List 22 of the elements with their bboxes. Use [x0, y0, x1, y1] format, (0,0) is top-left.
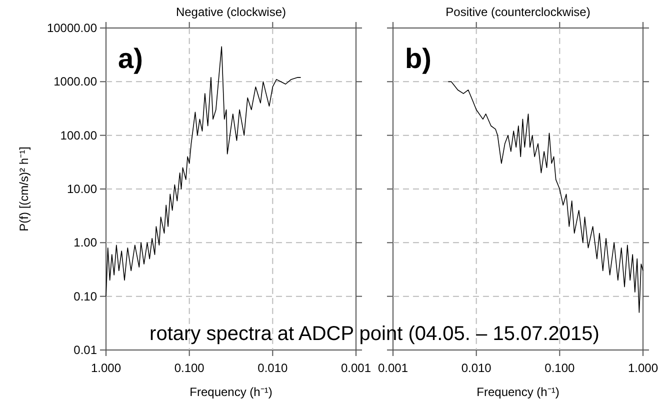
x-tick-label: 1.000 — [90, 361, 122, 375]
y-tick-label: 0.01 — [74, 343, 98, 357]
x-tick-label: 0.001 — [378, 361, 408, 375]
y-tick-label: 1.00 — [74, 236, 98, 250]
x-axis-title: Frequency (h⁻¹) — [190, 385, 272, 399]
x-tick-label: 0.010 — [258, 361, 288, 375]
annotation: a) — [118, 43, 143, 74]
x-axis-title: Frequency (h⁻¹) — [476, 385, 560, 399]
x-tick-label: 0.100 — [174, 361, 205, 375]
y-tick-label: 10000.00 — [46, 21, 98, 35]
x-tick-label: 0.010 — [461, 361, 492, 375]
y-tick-label: 100.00 — [60, 128, 98, 142]
chart-title: Positive (counterclockwise) — [446, 5, 590, 19]
chart-title: Negative (clockwise) — [176, 5, 286, 19]
x-tick-label: 0.100 — [544, 361, 576, 375]
y-axis-title: P(f) [(cm/s)² h⁻¹] — [17, 146, 31, 232]
annotation: b) — [405, 43, 432, 74]
x-tick-label: 1.000 — [628, 361, 658, 375]
y-tick-label: 1000.00 — [54, 74, 98, 89]
y-tick-label: 0.10 — [74, 289, 98, 304]
x-tick-label: 0.001 — [340, 361, 372, 375]
y-tick-label: 10.00 — [66, 182, 98, 196]
